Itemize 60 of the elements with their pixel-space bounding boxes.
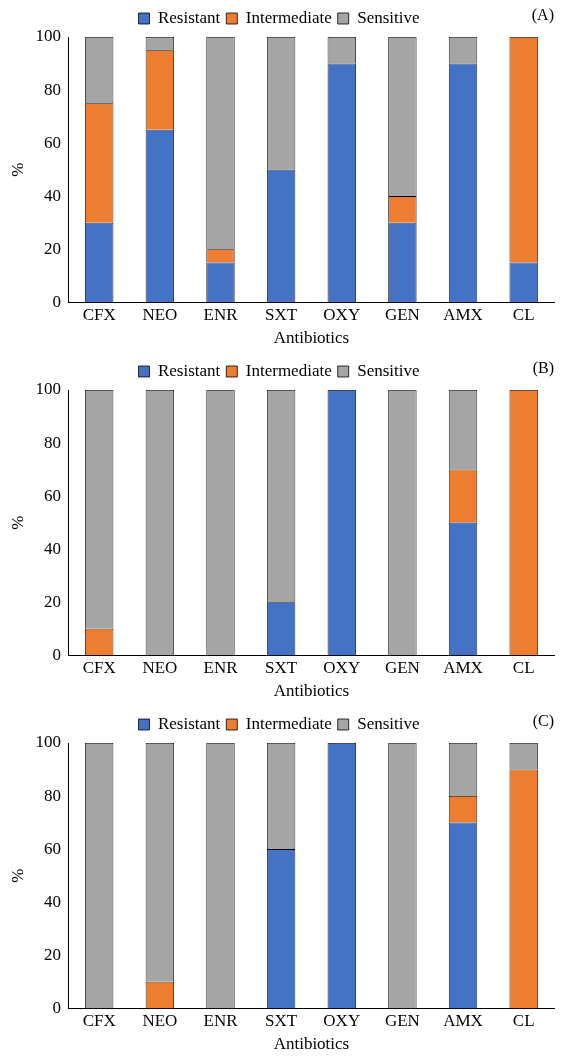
text: (B) (532, 359, 554, 378)
y-axis-title: % (7, 515, 27, 530)
x-tick-label: OXY (323, 657, 361, 677)
y-tick-label: 100 (35, 26, 61, 46)
x-tick-label: ENR (203, 1010, 239, 1030)
legend-label: Resistant (157, 713, 221, 733)
y-tick-label: 0 (52, 291, 61, 311)
y-tick-label: 100 (35, 732, 61, 752)
y-tick-label: 40 (43, 891, 61, 911)
y-tick-label: 40 (43, 185, 61, 205)
x-tick-label: ENR (203, 657, 239, 677)
text: (C) (532, 712, 554, 731)
x-tick-label: AMX (443, 304, 483, 324)
y-tick-label: 20 (43, 591, 61, 611)
x-tick-label: GEN (384, 1010, 420, 1030)
y-tick-label: 20 (43, 238, 61, 258)
x-tick-label: SXT (265, 304, 298, 324)
x-axis-title: Antibiotics (273, 681, 350, 701)
legend-label: Resistant (157, 7, 221, 27)
y-tick-label: 100 (35, 379, 61, 399)
legend-label: Intermediate (245, 7, 332, 27)
x-tick-label: SXT (265, 657, 298, 677)
x-tick-label: CL (512, 657, 535, 677)
y-tick-label: 60 (43, 485, 61, 505)
legend-label: Sensitive (357, 7, 420, 27)
y-tick-label: 0 (52, 997, 61, 1017)
x-tick-label: AMX (443, 657, 483, 677)
x-tick-label: SXT (265, 1010, 298, 1030)
text: (A) (531, 6, 554, 25)
y-tick-label: 20 (43, 944, 61, 964)
y-tick-label: 80 (43, 432, 61, 452)
x-tick-label: CL (512, 1010, 535, 1030)
y-tick-label: 80 (43, 785, 61, 805)
x-tick-label: OXY (323, 304, 361, 324)
y-tick-label: 60 (43, 132, 61, 152)
y-tick-label: 40 (43, 538, 61, 558)
x-tick-label: GEN (384, 657, 420, 677)
x-tick-label: CFX (82, 1010, 116, 1030)
x-axis-title: Antibiotics (273, 1034, 350, 1054)
legend-label: Intermediate (245, 360, 332, 380)
y-tick-label: 80 (43, 79, 61, 99)
x-tick-label: NEO (142, 1010, 178, 1030)
y-axis-title: % (7, 868, 27, 883)
y-tick-label: 60 (43, 838, 61, 858)
y-axis-title: % (7, 162, 27, 177)
x-tick-label: AMX (443, 1010, 483, 1030)
y-tick-label: 0 (52, 644, 61, 664)
x-tick-label: GEN (384, 304, 420, 324)
x-axis-title: Antibiotics (273, 328, 350, 348)
x-tick-label: NEO (142, 304, 178, 324)
legend-label: Sensitive (357, 713, 420, 733)
legend-label: Resistant (157, 360, 221, 380)
x-tick-label: CFX (82, 657, 116, 677)
legend-label: Intermediate (245, 713, 332, 733)
x-tick-label: ENR (203, 304, 239, 324)
legend-label: Sensitive (357, 360, 420, 380)
x-tick-label: NEO (142, 657, 178, 677)
x-tick-label: CFX (82, 304, 116, 324)
x-tick-label: OXY (323, 1010, 361, 1030)
x-tick-label: CL (512, 304, 535, 324)
